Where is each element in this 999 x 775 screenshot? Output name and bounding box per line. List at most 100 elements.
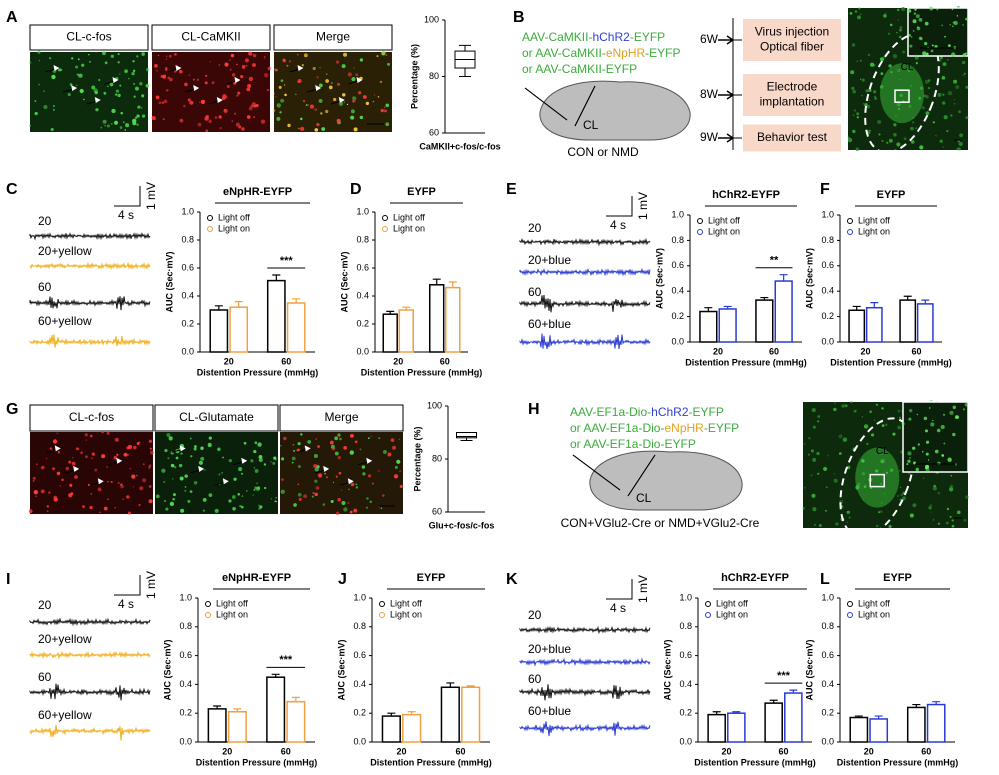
legend-marker	[382, 215, 388, 221]
cell	[120, 484, 124, 489]
cell	[205, 74, 208, 77]
trace-label: 60	[38, 280, 52, 294]
cell	[263, 73, 269, 78]
y-tick-label: 1.0	[181, 206, 194, 216]
cell	[358, 91, 362, 95]
cell	[848, 516, 851, 519]
error-bar	[466, 685, 475, 688]
y-tick-label: 80	[432, 453, 442, 463]
cell	[136, 55, 139, 58]
y-tick-label: 0.8	[821, 235, 834, 245]
x-axis-label: Distention Pressure (mmHg)	[196, 757, 318, 767]
image-header	[273, 24, 393, 51]
cell	[172, 498, 175, 501]
cell	[163, 480, 166, 484]
cell	[204, 116, 209, 121]
cell	[857, 482, 861, 486]
image-header	[29, 24, 149, 51]
cell	[929, 6, 934, 11]
cell	[841, 404, 845, 408]
cell	[263, 486, 267, 490]
cell	[272, 461, 276, 465]
bar	[286, 302, 306, 353]
cell	[303, 53, 308, 58]
cell	[833, 478, 838, 483]
cell	[852, 114, 855, 117]
cell	[158, 101, 162, 105]
cell	[149, 450, 154, 455]
cell	[317, 445, 320, 448]
cell	[307, 439, 312, 444]
cell	[132, 69, 136, 73]
image-label: CL-c-fos	[69, 410, 114, 424]
cell	[127, 445, 132, 450]
cell	[950, 114, 953, 117]
cell	[869, 129, 871, 131]
cell	[944, 35, 946, 38]
trace	[519, 294, 651, 313]
cell	[927, 459, 930, 461]
cell	[852, 89, 856, 94]
bar	[286, 700, 306, 743]
cell	[373, 94, 376, 96]
cell	[214, 508, 219, 513]
cell	[302, 99, 306, 103]
cell	[396, 459, 401, 464]
cell	[298, 127, 300, 130]
cell	[258, 457, 263, 463]
error-bar	[446, 682, 455, 688]
cell	[43, 105, 48, 110]
cell	[93, 88, 98, 93]
construct-part: -EYFP	[645, 46, 680, 60]
cell	[125, 123, 130, 128]
cell	[866, 104, 871, 109]
x-tick-label: 20	[864, 746, 874, 756]
cell	[318, 83, 323, 88]
cell	[889, 23, 893, 27]
cell	[948, 44, 951, 47]
y-tick-label: 0.0	[356, 346, 369, 356]
cell	[937, 491, 940, 495]
y-tick-label: 100	[427, 400, 442, 410]
legend-label: Light off	[716, 598, 748, 608]
construct: or AAV-CaMKII-EYFP	[522, 62, 637, 76]
trace	[519, 237, 651, 247]
cell	[907, 451, 912, 456]
cell	[922, 477, 925, 479]
construct-part: or AAV-CaMKII-EYFP	[522, 62, 637, 76]
cell	[957, 147, 961, 151]
cell	[352, 99, 355, 103]
cell	[921, 106, 925, 110]
cell	[863, 485, 867, 489]
cell	[963, 72, 966, 75]
cell	[148, 499, 153, 504]
cell	[200, 99, 206, 104]
cell	[317, 473, 323, 478]
cell	[965, 85, 969, 89]
legend-label: Light off	[216, 598, 248, 608]
cell	[895, 115, 897, 117]
error-bar	[432, 278, 441, 285]
cell	[140, 107, 143, 109]
cell	[187, 499, 191, 503]
cell	[40, 489, 45, 494]
arrow-head	[112, 77, 119, 83]
legend-marker	[697, 229, 703, 235]
trace-label: 60+yellow	[38, 708, 92, 722]
cell	[928, 506, 932, 510]
arrow-head	[54, 445, 61, 452]
bar	[774, 280, 793, 343]
arrow	[718, 35, 735, 45]
cell	[76, 84, 78, 87]
cell	[49, 447, 52, 450]
cell	[69, 83, 73, 86]
cell	[336, 118, 341, 123]
cell	[325, 79, 329, 83]
cell	[851, 43, 856, 47]
cell	[278, 85, 282, 89]
cell	[134, 86, 139, 91]
cell	[893, 123, 897, 127]
cell	[943, 442, 946, 445]
cell	[221, 472, 223, 474]
error-bar	[402, 306, 411, 310]
